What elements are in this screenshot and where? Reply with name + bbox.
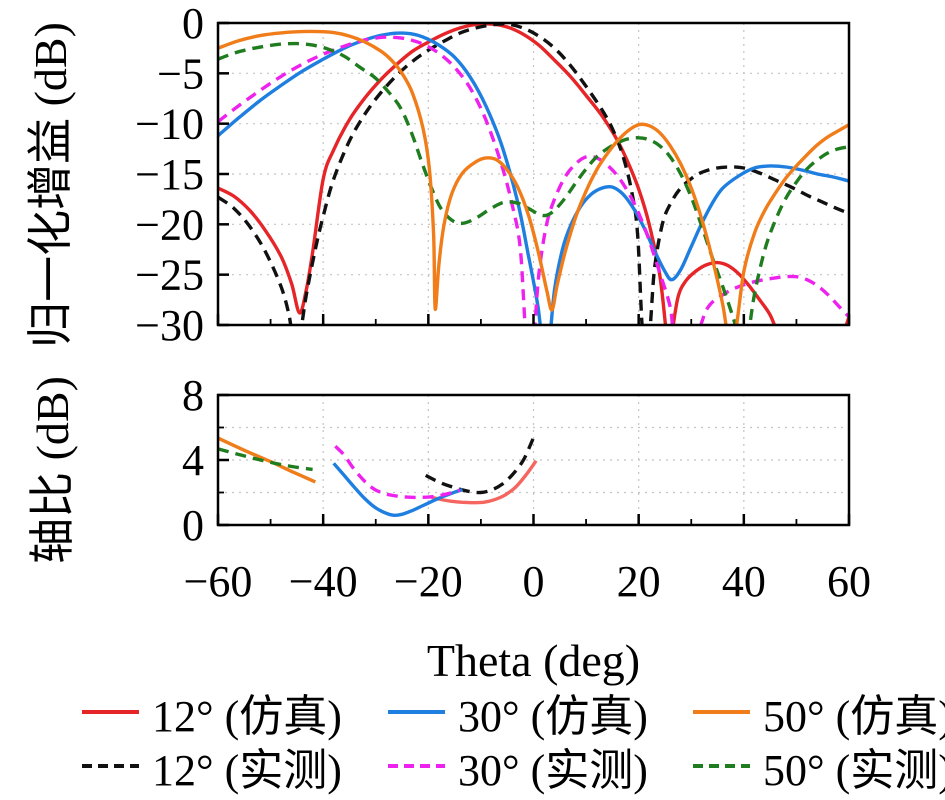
y-tick-label: −30 [135,301,204,350]
x-tick-label: 20 [617,557,661,606]
solid-line-swatch-icon [388,710,445,714]
legend-row-simulated: 12° (仿真) 30° (仿真) 50° (仿真) [0,686,945,741]
solid-line-swatch-icon [82,710,139,714]
x-tick-label: 60 [827,557,871,606]
solid-line-swatch-icon [693,710,750,714]
curve-50° (实测) [218,447,313,472]
y-tick-label: 4 [182,436,204,485]
curve-12° (仿真) [430,459,538,505]
x-tick-label: −60 [184,557,253,606]
x-tick-label: −40 [289,557,358,606]
curve-30° (实测) [218,35,849,325]
dashed-line-swatch-icon [82,764,139,768]
y-tick-label: −15 [135,150,204,199]
x-tick-label: 40 [722,557,766,606]
dashed-line-swatch-icon [693,764,750,768]
y-tick-label: 0 [182,0,204,48]
y-tick-label: −5 [157,49,204,98]
legend-label: 50° (仿真) [763,692,945,741]
x-tick-label: 0 [523,557,545,606]
curve-12° (实测) [218,23,849,325]
x-tick-label: −20 [394,557,463,606]
legend-item: 12° (实测) [82,740,342,795]
axial-ratio-axis-label: 轴比 (dB) [27,376,78,564]
legend-label: 30° (仿真) [458,692,648,741]
dashed-line-swatch-icon [388,764,445,768]
curve-12° (实测) [424,434,537,495]
legend-item: 30° (实测) [388,740,648,795]
y-tick-label: −20 [135,200,204,249]
curve-50° (仿真) [218,29,849,325]
legend-label: 12° (仿真) [152,692,342,741]
legend-item: 12° (仿真) [82,686,342,741]
legend-label: 50° (实测) [763,746,945,795]
curve-30° (实测) [334,444,461,500]
curve-12° (仿真) [218,23,849,325]
y-tick-label: 0 [182,501,204,550]
curve-30° (仿真) [332,462,463,518]
theta-axis-label: Theta (deg) [426,635,641,686]
legend-label: 12° (实测) [152,746,342,795]
legend-item: 30° (仿真) [388,686,648,741]
y-tick-label: −10 [135,100,204,149]
legend-row-measured: 12° (实测) 30° (实测) 50° (实测) [0,740,945,795]
legend-item: 50° (实测) [693,740,945,795]
y-tick-label: −25 [135,251,204,300]
legend-item: 50° (仿真) [693,686,945,741]
legend-label: 30° (实测) [458,746,648,795]
curve-50° (实测) [218,41,849,325]
y-tick-label: 8 [182,371,204,420]
